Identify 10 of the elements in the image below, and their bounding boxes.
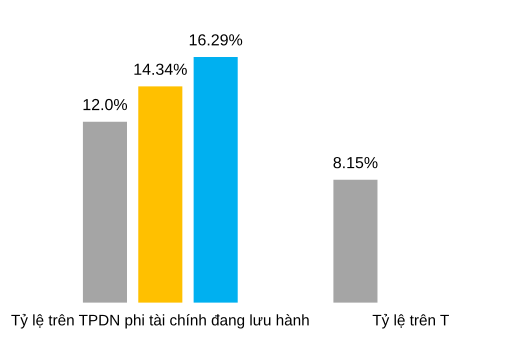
bar (333, 180, 378, 303)
bar (138, 86, 182, 303)
bar (194, 57, 238, 303)
data-label: 14.34% (134, 64, 187, 75)
data-label: 8.15% (333, 156, 378, 168)
x-tick-label: Tỷ lệ trên T (372, 314, 449, 329)
bar (82, 122, 127, 303)
x-tick-label: Tỷ lệ trên TPDN phi tài chính đang lưu hành (11, 314, 309, 329)
data-label: 12.0% (84, 98, 128, 110)
data-label: 16.29% (190, 34, 242, 46)
